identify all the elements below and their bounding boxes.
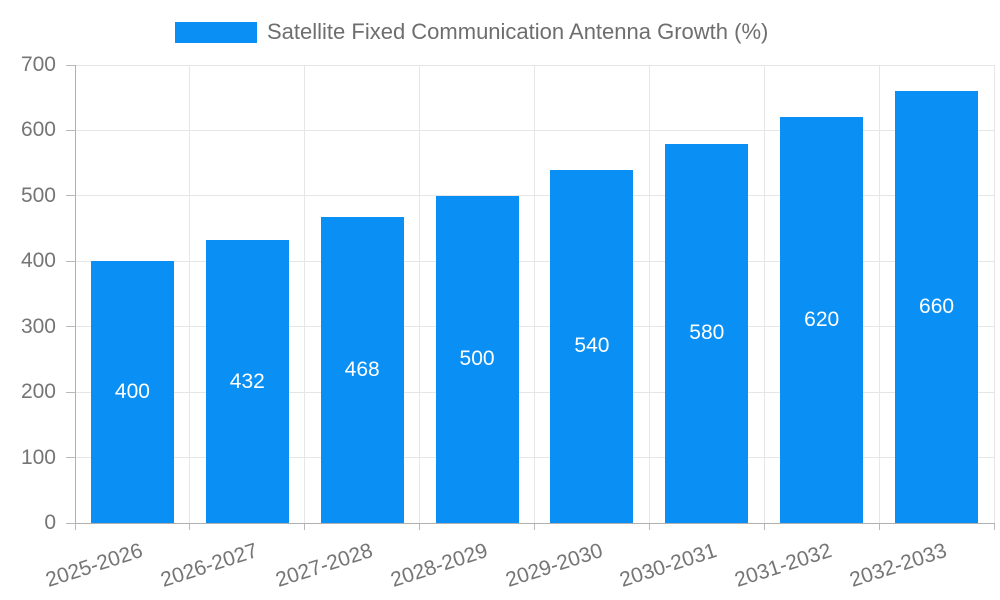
- x-tick-mark: [534, 523, 535, 530]
- bar-2030-2031[interactable]: [665, 143, 749, 523]
- x-tick-mark: [419, 523, 421, 530]
- legend-swatch: [175, 22, 257, 43]
- y-tick-label: 300: [20, 314, 56, 338]
- bar-value-label: 660: [919, 295, 955, 319]
- x-tick-label: 2026-2027: [157, 539, 261, 592]
- x-tick-label: 2032-2033: [847, 539, 950, 592]
- bar-value-label: 540: [574, 334, 610, 358]
- y-tick-label: 600: [20, 118, 56, 142]
- y-tick-mark: [66, 129, 75, 131]
- gridline-vertical: [189, 65, 191, 523]
- y-tick-mark: [66, 326, 75, 328]
- gridline-vertical: [993, 65, 995, 523]
- bar-value-label: 468: [344, 357, 380, 381]
- bar-value-label: 400: [114, 380, 150, 404]
- bar-2025-2026[interactable]: [90, 261, 174, 523]
- x-tick-label: 2025-2026: [42, 539, 146, 592]
- x-tick-mark: [189, 523, 191, 530]
- y-tick-mark: [66, 64, 75, 66]
- y-tick-mark: [66, 457, 75, 459]
- gridline-vertical: [878, 65, 880, 523]
- y-tick-label: 500: [20, 183, 56, 207]
- gridline-vertical: [304, 65, 306, 523]
- y-tick-mark: [66, 522, 75, 524]
- gridline-vertical: [419, 65, 421, 523]
- y-tick-label: 0: [44, 511, 56, 534]
- bar-2032-2033[interactable]: [895, 91, 979, 523]
- bar-value-label: 620: [804, 308, 840, 332]
- y-axis-line: [74, 65, 76, 523]
- bar-value-label: 580: [689, 321, 725, 345]
- bar-2026-2027[interactable]: [205, 240, 289, 523]
- bar-value-label: 500: [459, 347, 495, 371]
- legend-label: Satellite Fixed Communication Antenna Gr…: [267, 19, 769, 44]
- bar-2029-2030[interactable]: [550, 169, 634, 523]
- x-tick-label: 2028-2029: [387, 539, 491, 592]
- x-tick-mark: [763, 523, 765, 530]
- gridline-vertical: [763, 65, 765, 523]
- x-tick-label: 2029-2030: [502, 539, 606, 592]
- y-tick-label: 400: [20, 249, 56, 273]
- gridline-vertical: [534, 65, 535, 523]
- x-tick-label: 2031-2032: [732, 539, 835, 592]
- x-tick-mark: [74, 523, 76, 530]
- x-tick-label: 2030-2031: [617, 539, 720, 592]
- bar-2028-2029[interactable]: [435, 195, 519, 523]
- y-tick-mark: [66, 391, 75, 393]
- y-tick-mark: [66, 260, 75, 262]
- x-tick-mark: [648, 523, 650, 530]
- x-tick-mark: [993, 523, 995, 530]
- x-tick-mark: [304, 523, 306, 530]
- bar-2031-2032[interactable]: [780, 117, 864, 523]
- bar-2027-2028[interactable]: [320, 216, 404, 523]
- x-tick-label: 2027-2028: [272, 539, 376, 592]
- x-axis-line: [75, 522, 994, 524]
- y-tick-label: 200: [20, 380, 56, 404]
- bar-value-label: 432: [229, 369, 265, 393]
- y-tick-mark: [66, 195, 75, 197]
- y-tick-label: 100: [20, 445, 56, 469]
- gridline-vertical: [648, 65, 650, 523]
- x-tick-mark: [878, 523, 880, 530]
- y-tick-label: 700: [20, 53, 56, 76]
